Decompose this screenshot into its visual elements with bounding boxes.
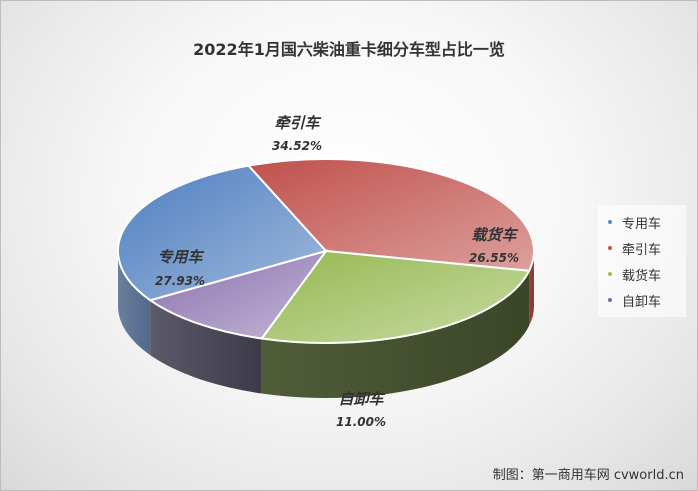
legend-label: 牵引车	[622, 242, 662, 258]
slice-name-zixieche: 自卸车	[338, 390, 385, 408]
legend-label: 自卸车	[622, 294, 662, 310]
pie-slice-zixieche	[148, 249, 329, 340]
slice-value-zixieche: 11.00%	[336, 415, 386, 429]
pie-slice-qianyinche	[246, 158, 535, 272]
slice-value-zaihuoche: 26.55%	[469, 251, 519, 265]
pie-labels: 专用车 27.93% 牵引车 34.52% 载货车 26.55% 自卸车 11.00%	[155, 114, 519, 429]
slice-name-qianyinche: 牵引车	[274, 114, 321, 132]
pie-tops	[117, 158, 535, 344]
legend-marker	[608, 246, 612, 250]
legend-item-zaihuoche: 载货车	[608, 263, 661, 285]
pie-side-zixieche	[150, 300, 262, 394]
legend: 专用车 牵引车 载货车 自卸车	[598, 205, 686, 317]
legend-label: 载货车	[622, 268, 662, 284]
legend-marker	[608, 220, 612, 224]
legend-item-zhuanyongche: 专用车	[608, 211, 661, 233]
legend-marker	[608, 272, 612, 276]
pie-slice-zaihuoche	[259, 249, 531, 344]
pie-slice-zhuanyongche	[117, 164, 328, 302]
chart-credit: 制图：第一商用车网 cvworld.cn	[492, 468, 684, 483]
slice-name-zhuanyongche: 专用车	[157, 248, 204, 266]
legend-item-zixieche: 自卸车	[608, 289, 661, 311]
slice-name-zaihuoche: 载货车	[471, 226, 518, 244]
chart-title: 2022年1月国六柴油重卡细分车型占比一览	[193, 40, 505, 59]
legend-marker	[608, 298, 612, 302]
slice-value-zhuanyongche: 27.93%	[155, 274, 205, 288]
slice-value-qianyinche: 34.52%	[272, 139, 322, 153]
pie-side-zaihuoche	[261, 270, 530, 398]
legend-item-qianyinche: 牵引车	[608, 237, 661, 259]
legend-label: 专用车	[622, 216, 662, 232]
